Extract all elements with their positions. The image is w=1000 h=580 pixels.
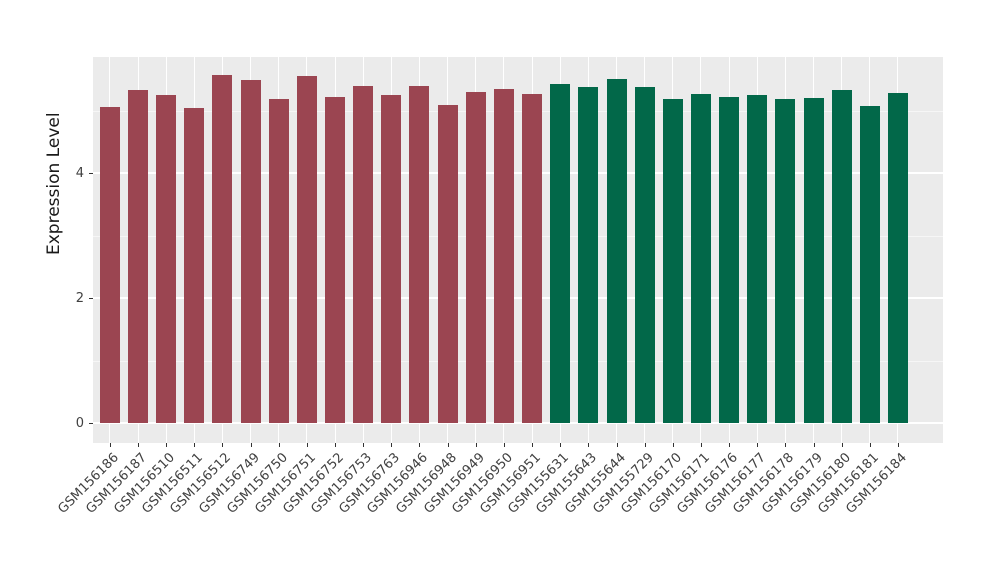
- bar: [465, 92, 486, 423]
- bar: [747, 94, 768, 423]
- x-tick-mark: [672, 443, 674, 447]
- bar: [353, 86, 374, 423]
- x-tick-mark: [757, 443, 759, 447]
- bar: [887, 93, 908, 423]
- x-tick-mark: [306, 443, 308, 447]
- x-tick-mark: [616, 443, 618, 447]
- bar: [437, 104, 458, 423]
- bar: [803, 98, 824, 423]
- x-tick-mark: [588, 443, 590, 447]
- bar: [634, 87, 655, 423]
- x-tick-mark: [560, 443, 562, 447]
- x-tick-mark: [475, 443, 477, 447]
- x-tick-mark: [700, 443, 702, 447]
- bar: [296, 76, 317, 423]
- bar: [522, 93, 543, 423]
- x-tick-mark: [250, 443, 252, 447]
- bar: [859, 106, 880, 423]
- bar: [128, 89, 149, 423]
- x-tick-mark: [222, 443, 224, 447]
- x-tick-mark: [335, 443, 337, 447]
- plot-panel: [93, 57, 943, 443]
- x-tick-mark: [644, 443, 646, 447]
- bar: [831, 89, 852, 423]
- bar: [268, 99, 289, 423]
- bar: [719, 97, 740, 423]
- x-tick-mark: [785, 443, 787, 447]
- x-tick-mark: [503, 443, 505, 447]
- bar: [381, 94, 402, 423]
- x-tick-mark: [194, 443, 196, 447]
- bar: [409, 86, 430, 423]
- x-tick-mark: [109, 443, 111, 447]
- x-tick-mark: [278, 443, 280, 447]
- bar: [212, 74, 233, 423]
- major-gridline: [93, 172, 943, 174]
- bar: [99, 107, 120, 423]
- x-tick-mark: [729, 443, 731, 447]
- minor-gridline: [93, 360, 943, 362]
- bar: [775, 99, 796, 423]
- x-tick-mark: [391, 443, 393, 447]
- bar: [550, 83, 571, 423]
- minor-gridline: [93, 110, 943, 112]
- y-tick-label: 4: [75, 166, 84, 181]
- x-tick-mark: [532, 443, 534, 447]
- x-tick-mark: [363, 443, 365, 447]
- bar: [493, 88, 514, 423]
- x-tick-mark: [841, 443, 843, 447]
- bar: [240, 79, 261, 423]
- minor-gridline: [93, 235, 943, 237]
- bar: [325, 97, 346, 423]
- bar: [184, 108, 205, 423]
- bar: [578, 87, 599, 423]
- y-tick-label: 2: [75, 291, 84, 306]
- major-gridline: [93, 422, 943, 424]
- bar: [690, 93, 711, 423]
- x-tick-mark: [813, 443, 815, 447]
- bar: [156, 94, 177, 423]
- x-tick-mark: [897, 443, 899, 447]
- major-gridline: [93, 297, 943, 299]
- y-tick-mark: [89, 423, 93, 424]
- x-tick-mark: [869, 443, 871, 447]
- y-tick-mark: [89, 298, 93, 299]
- x-tick-mark: [447, 443, 449, 447]
- bar: [662, 98, 683, 423]
- y-tick-mark: [89, 173, 93, 174]
- x-tick-mark: [419, 443, 421, 447]
- x-tick-mark: [138, 443, 140, 447]
- x-tick-mark: [166, 443, 168, 447]
- bar: [606, 78, 627, 423]
- y-tick-label: 0: [75, 416, 84, 431]
